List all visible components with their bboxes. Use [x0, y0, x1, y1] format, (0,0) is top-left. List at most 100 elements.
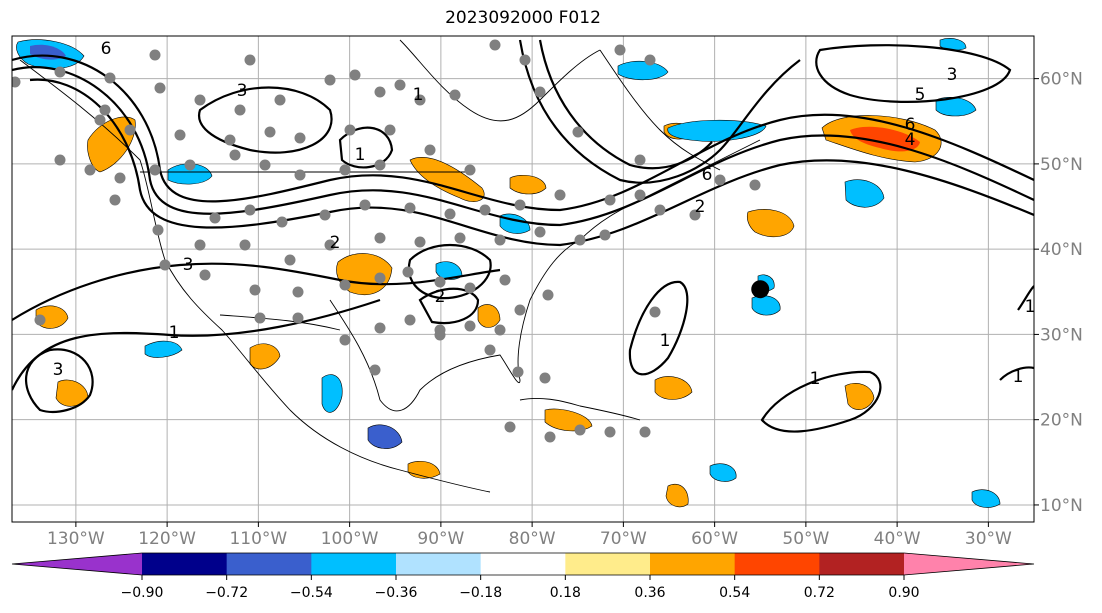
station-dot	[12, 76, 21, 88]
contour-label: 1	[1025, 297, 1036, 317]
station-dot	[414, 94, 426, 106]
station-dot	[434, 276, 446, 288]
contour-label: 1	[1013, 367, 1024, 387]
station-dot	[339, 279, 351, 291]
contour-label: 2	[435, 287, 446, 307]
station-dot	[229, 149, 241, 161]
blue-patch-newfoundland	[667, 119, 767, 142]
contour-southwest-1	[12, 262, 501, 321]
colorbar-tick-label: −0.36	[375, 585, 418, 601]
lon-label: 40°W	[874, 529, 921, 549]
station-dot	[154, 82, 166, 94]
blue-patch-labrador	[617, 60, 669, 81]
blue-patch-canada	[167, 163, 213, 185]
station-dot	[499, 274, 511, 286]
station-dot	[249, 284, 261, 296]
lon-label: 70°W	[600, 529, 647, 549]
contour-low-plains	[197, 86, 333, 154]
station-dot	[184, 159, 196, 171]
orange-patch-atlantic-1	[746, 209, 795, 238]
shaded-patches	[16, 38, 1001, 508]
station-dot	[572, 126, 584, 138]
contour-label: 2	[330, 233, 341, 253]
cuba-line	[519, 397, 641, 421]
blue-patch-atlantic	[844, 179, 885, 208]
station-dot	[464, 282, 476, 294]
contour-3	[29, 78, 1034, 247]
orange-patch-central-atlantic	[654, 376, 693, 400]
blue-patch-pacific	[144, 340, 183, 358]
station-dot	[534, 226, 546, 238]
blue-patch-central-america	[367, 424, 403, 449]
station-dot	[534, 86, 546, 98]
station-dot	[574, 424, 586, 436]
colorbar-segment	[396, 553, 482, 575]
station-dot	[434, 329, 446, 341]
lon-label: 130°W	[47, 529, 105, 549]
lat-label: 10°N	[1040, 496, 1083, 516]
contour-2	[12, 66, 1034, 227]
contour-label: 6	[101, 39, 112, 59]
contour-label: 3	[947, 65, 958, 85]
station-dot	[374, 272, 386, 284]
contour-far-east-2	[1017, 285, 1034, 311]
orange-patch-atlantic-2	[844, 383, 875, 410]
contour-atlantic-oval	[628, 280, 689, 376]
station-dot	[402, 266, 414, 278]
station-dot	[319, 209, 331, 221]
station-dot	[209, 212, 221, 224]
border-usa-mexico	[219, 314, 341, 331]
station-dot	[414, 236, 426, 248]
station-dot	[484, 344, 496, 356]
station-dot	[634, 154, 646, 166]
station-dot	[654, 204, 666, 216]
contour-label: 3	[237, 81, 248, 101]
station-dot	[749, 179, 761, 191]
station-dot	[384, 124, 396, 136]
contour-low-canada	[338, 126, 394, 169]
map-frame	[11, 35, 1035, 523]
station-dot	[374, 86, 386, 98]
lat-label: 30°N	[1040, 325, 1083, 345]
map-title: 2023092000 F012	[445, 8, 601, 28]
station-dot	[254, 312, 266, 324]
station-dot	[339, 164, 351, 176]
station-dot	[494, 234, 506, 246]
station-dot	[444, 208, 456, 220]
lon-label: 120°W	[138, 529, 196, 549]
station-dot	[324, 239, 336, 251]
colorbar-tick-label: −0.72	[205, 585, 248, 601]
station-dot	[149, 49, 161, 61]
station-dot	[199, 269, 211, 281]
station-dot	[714, 174, 726, 186]
colorbar-extend-high	[904, 553, 1034, 575]
station-dot	[244, 54, 256, 66]
contour-high-east	[815, 44, 1012, 103]
west-coast-line	[19, 59, 491, 493]
colorbar-segment	[226, 553, 312, 575]
station-dot	[292, 312, 304, 324]
station-dot	[239, 239, 251, 251]
station-dot	[34, 314, 46, 326]
station-dot	[639, 426, 651, 438]
station-dot	[339, 334, 351, 346]
blue-patch-far-east	[935, 97, 977, 117]
contour-label: 1	[810, 369, 821, 389]
station-dot	[614, 44, 626, 56]
contour-lines	[12, 39, 1034, 433]
station-dot	[84, 164, 96, 176]
station-dot	[109, 194, 121, 206]
station-dot	[369, 364, 381, 376]
colorbar-segment	[819, 553, 905, 575]
station-dot	[504, 421, 516, 433]
contour-label: 1	[660, 331, 671, 351]
station-dot	[94, 114, 106, 126]
station-dot	[114, 172, 126, 184]
lon-label: 100°W	[321, 529, 379, 549]
map-panel	[12, 36, 1034, 522]
colorbar-segment	[142, 553, 228, 575]
lat-label: 20°N	[1040, 411, 1083, 431]
contour-label: 6	[905, 115, 916, 135]
station-dot	[149, 164, 161, 176]
